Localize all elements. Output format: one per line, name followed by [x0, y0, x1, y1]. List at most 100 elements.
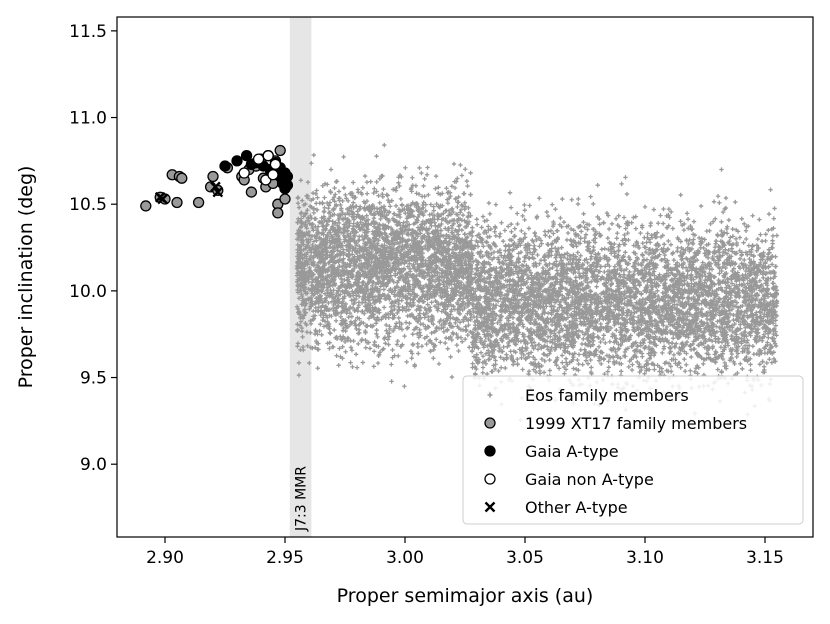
eos-point — [359, 338, 364, 344]
eos-point — [325, 240, 330, 245]
eos-point — [300, 198, 305, 203]
eos-point — [348, 360, 353, 365]
eos-point — [320, 303, 326, 308]
eos-point — [459, 228, 465, 233]
eos-point — [389, 379, 394, 384]
eos-point — [393, 203, 399, 209]
eos-point — [441, 325, 446, 330]
eos-point — [318, 322, 323, 327]
eos-point — [404, 219, 410, 225]
eos-point — [424, 172, 430, 177]
eos-point — [311, 309, 316, 314]
eos-point — [445, 346, 450, 351]
eos-point — [415, 214, 421, 220]
eos-point — [431, 356, 436, 361]
eos-point — [351, 301, 356, 307]
eos-point — [365, 281, 371, 286]
eos-point — [450, 324, 456, 329]
eos-point — [351, 200, 356, 205]
eos-point — [360, 360, 366, 365]
eos-point — [460, 213, 466, 218]
eos-point — [455, 324, 460, 329]
eos-point — [374, 251, 379, 256]
eos-point — [310, 277, 316, 282]
eos-point — [320, 317, 325, 323]
eos-point — [375, 315, 380, 320]
eos-point — [375, 360, 381, 366]
eos-point — [414, 191, 419, 196]
eos-point — [410, 331, 415, 337]
eos-point — [431, 204, 436, 209]
eos-point — [435, 308, 440, 313]
eos-point — [376, 211, 381, 217]
eos-point — [457, 222, 463, 228]
eos-point — [375, 298, 380, 303]
eos-point — [407, 222, 412, 227]
eos-point — [350, 289, 355, 294]
eos-point — [432, 329, 437, 335]
eos-point — [377, 200, 382, 206]
eos-point — [428, 202, 433, 207]
eos-point — [306, 229, 312, 235]
eos-point — [466, 318, 471, 323]
eos-point — [385, 337, 391, 342]
eos-point — [307, 360, 312, 366]
eos-point — [456, 194, 461, 200]
eos-point — [469, 250, 475, 256]
eos-point — [427, 212, 432, 217]
eos-point — [368, 179, 373, 184]
eos-point — [364, 180, 370, 185]
eos-point — [341, 185, 347, 191]
eos-point — [427, 273, 432, 279]
eos-point — [402, 333, 407, 339]
eos-point — [315, 224, 321, 229]
eos-point — [458, 210, 463, 215]
eos-point — [348, 345, 354, 350]
eos-point — [377, 350, 383, 355]
eos-point — [328, 331, 333, 336]
eos-point — [422, 176, 427, 182]
eos-point — [463, 257, 468, 263]
eos-point — [333, 192, 338, 197]
eos-point — [296, 205, 302, 210]
eos-point — [313, 191, 319, 197]
eos-point — [374, 331, 379, 337]
eos-point — [429, 236, 435, 242]
eos-point — [381, 287, 387, 292]
eos-point — [328, 189, 333, 194]
eos-point — [465, 332, 470, 338]
eos-point — [350, 305, 356, 311]
eos-point — [442, 275, 447, 280]
eos-point — [402, 384, 407, 389]
eos-point — [315, 366, 320, 371]
eos-point — [303, 219, 308, 225]
eos-point — [374, 318, 379, 323]
eos-point — [458, 207, 464, 213]
eos-point — [346, 248, 351, 254]
eos-point — [426, 338, 432, 344]
eos-point — [423, 208, 428, 214]
eos-point — [295, 322, 300, 327]
eos-point — [433, 298, 438, 304]
eos-point — [464, 178, 470, 184]
eos-point — [462, 285, 467, 290]
eos-point — [397, 214, 403, 220]
eos-point — [441, 233, 446, 239]
eos-point — [340, 328, 346, 333]
eos-point — [436, 361, 442, 367]
eos-point — [310, 190, 316, 196]
eos-point — [298, 178, 304, 183]
eos-point — [390, 216, 396, 221]
eos-point — [421, 200, 426, 205]
eos-point — [444, 186, 449, 191]
eos-point — [336, 363, 341, 368]
eos-point — [441, 329, 447, 334]
eos-point — [378, 284, 383, 289]
eos-point — [447, 219, 452, 224]
eos-point — [381, 305, 387, 310]
eos-point — [409, 355, 414, 361]
eos-point — [416, 192, 422, 197]
eos-point — [411, 235, 416, 240]
eos-point — [442, 340, 448, 346]
